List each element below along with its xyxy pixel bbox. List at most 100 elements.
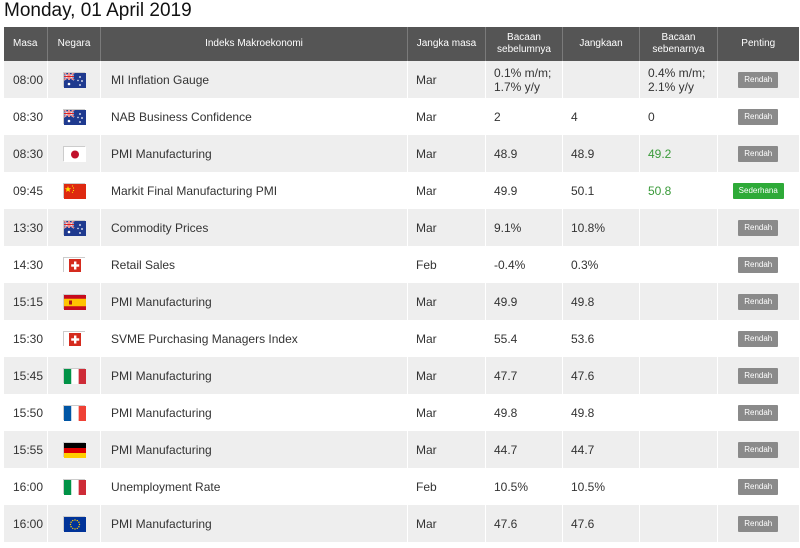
row-actual: 0 bbox=[639, 98, 718, 135]
importance-badge: Rendah bbox=[738, 479, 779, 495]
row-importance: Rendah bbox=[717, 505, 799, 542]
importance-badge: Rendah bbox=[738, 331, 779, 347]
row-actual bbox=[639, 505, 718, 542]
row-country bbox=[47, 61, 101, 98]
eu-flag-icon bbox=[63, 516, 86, 533]
table-row[interactable]: 15:30 SVME Purchasing Managers Index Mar… bbox=[3, 320, 799, 357]
row-indicator-name[interactable]: PMI Manufacturing bbox=[100, 505, 408, 542]
importance-badge: Rendah bbox=[738, 294, 779, 310]
row-period: Mar bbox=[407, 172, 486, 209]
table-row[interactable]: 14:30 Retail Sales Feb -0.4% 0.3% Rendah bbox=[3, 246, 799, 283]
table-row[interactable]: 15:45 PMI Manufacturing Mar 47.7 47.6 Re… bbox=[3, 357, 799, 394]
row-country bbox=[47, 98, 101, 135]
row-forecast: 48.9 bbox=[562, 135, 640, 172]
col-header-time[interactable]: Masa bbox=[3, 27, 48, 61]
row-previous: 9.1% bbox=[485, 209, 563, 246]
row-previous: 10.5% bbox=[485, 468, 563, 505]
row-indicator-name[interactable]: PMI Manufacturing bbox=[100, 357, 408, 394]
row-country bbox=[47, 320, 101, 357]
col-header-country[interactable]: Negara bbox=[47, 27, 101, 61]
row-importance: Rendah bbox=[717, 394, 799, 431]
row-indicator-name[interactable]: Unemployment Rate bbox=[100, 468, 408, 505]
row-period: Mar bbox=[407, 394, 486, 431]
row-forecast: 10.5% bbox=[562, 468, 640, 505]
switzerland-flag-icon bbox=[63, 257, 86, 274]
row-forecast: 50.1 bbox=[562, 172, 640, 209]
row-indicator-name[interactable]: Markit Final Manufacturing PMI bbox=[100, 172, 408, 209]
table-row[interactable]: 13:30 Commodity Prices Mar 9.1% 10.8% Re… bbox=[3, 209, 799, 246]
row-country bbox=[47, 431, 101, 468]
row-actual bbox=[639, 246, 718, 283]
col-header-actual[interactable]: Bacaan sebenarnya bbox=[639, 27, 718, 61]
row-period: Feb bbox=[407, 468, 486, 505]
row-indicator-name[interactable]: NAB Business Confidence bbox=[100, 98, 408, 135]
table-row[interactable]: 09:45 Markit Final Manufacturing PMI Mar… bbox=[3, 172, 799, 209]
germany-flag-icon bbox=[63, 442, 86, 459]
row-country bbox=[47, 468, 101, 505]
table-header-row: Masa Negara Indeks Makroekonomi Jangka m… bbox=[3, 27, 799, 61]
importance-badge: Sederhana bbox=[732, 183, 784, 199]
importance-badge: Rendah bbox=[738, 516, 779, 532]
table-row[interactable]: 08:00 MI Inflation Gauge Mar 0.1% m/m; 1… bbox=[3, 61, 799, 98]
row-previous: 47.7 bbox=[485, 357, 563, 394]
importance-badge: Rendah bbox=[738, 368, 779, 384]
row-actual bbox=[639, 468, 718, 505]
row-previous: 49.9 bbox=[485, 172, 563, 209]
economic-calendar-table: Masa Negara Indeks Makroekonomi Jangka m… bbox=[3, 27, 799, 542]
row-time: 16:00 bbox=[3, 468, 48, 505]
col-header-period[interactable]: Jangka masa bbox=[407, 27, 486, 61]
row-indicator-name[interactable]: PMI Manufacturing bbox=[100, 135, 408, 172]
table-row[interactable]: 08:30 NAB Business Confidence Mar 2 4 0 … bbox=[3, 98, 799, 135]
row-indicator-name[interactable]: MI Inflation Gauge bbox=[100, 61, 408, 98]
table-row[interactable]: 15:15 PMI Manufacturing Mar 49.9 49.8 Re… bbox=[3, 283, 799, 320]
row-time: 15:55 bbox=[3, 431, 48, 468]
row-forecast: 44.7 bbox=[562, 431, 640, 468]
row-previous: 2 bbox=[485, 98, 563, 135]
importance-badge: Rendah bbox=[738, 405, 779, 421]
row-forecast: 47.6 bbox=[562, 357, 640, 394]
australia-flag-icon bbox=[63, 220, 86, 237]
row-actual bbox=[639, 394, 718, 431]
row-previous: 49.9 bbox=[485, 283, 563, 320]
row-period: Mar bbox=[407, 135, 486, 172]
row-importance: Rendah bbox=[717, 246, 799, 283]
row-time: 08:30 bbox=[3, 98, 48, 135]
col-header-indicator[interactable]: Indeks Makroekonomi bbox=[100, 27, 408, 61]
table-row[interactable]: 08:30 PMI Manufacturing Mar 48.9 48.9 49… bbox=[3, 135, 799, 172]
table-row[interactable]: 16:00 Unemployment Rate Feb 10.5% 10.5% … bbox=[3, 468, 799, 505]
row-actual bbox=[639, 209, 718, 246]
row-country bbox=[47, 357, 101, 394]
row-country bbox=[47, 394, 101, 431]
row-actual bbox=[639, 357, 718, 394]
row-time: 08:30 bbox=[3, 135, 48, 172]
row-actual bbox=[639, 283, 718, 320]
row-indicator-name[interactable]: SVME Purchasing Managers Index bbox=[100, 320, 408, 357]
table-row[interactable]: 16:00 PMI Manufacturing Mar 47.6 47.6 Re… bbox=[3, 505, 799, 542]
row-time: 16:00 bbox=[3, 505, 48, 542]
australia-flag-icon bbox=[63, 109, 86, 126]
row-previous: 48.9 bbox=[485, 135, 563, 172]
row-importance: Rendah bbox=[717, 61, 799, 98]
row-indicator-name[interactable]: PMI Manufacturing bbox=[100, 283, 408, 320]
france-flag-icon bbox=[63, 405, 86, 422]
row-indicator-name[interactable]: PMI Manufacturing bbox=[100, 431, 408, 468]
row-indicator-name[interactable]: Commodity Prices bbox=[100, 209, 408, 246]
col-header-forecast[interactable]: Jangkaan bbox=[562, 27, 640, 61]
row-forecast: 49.8 bbox=[562, 394, 640, 431]
row-indicator-name[interactable]: PMI Manufacturing bbox=[100, 394, 408, 431]
col-header-previous[interactable]: Bacaan sebelumnya bbox=[485, 27, 563, 61]
col-header-importance[interactable]: Penting bbox=[717, 27, 799, 61]
row-forecast: 49.8 bbox=[562, 283, 640, 320]
table-row[interactable]: 15:50 PMI Manufacturing Mar 49.8 49.8 Re… bbox=[3, 394, 799, 431]
row-period: Feb bbox=[407, 246, 486, 283]
row-time: 15:45 bbox=[3, 357, 48, 394]
row-importance: Rendah bbox=[717, 135, 799, 172]
row-previous: 49.8 bbox=[485, 394, 563, 431]
row-time: 08:00 bbox=[3, 61, 48, 98]
italy-flag-icon bbox=[63, 368, 86, 385]
row-indicator-name[interactable]: Retail Sales bbox=[100, 246, 408, 283]
table-row[interactable]: 15:55 PMI Manufacturing Mar 44.7 44.7 Re… bbox=[3, 431, 799, 468]
row-period: Mar bbox=[407, 431, 486, 468]
row-time: 15:15 bbox=[3, 283, 48, 320]
australia-flag-icon bbox=[63, 72, 86, 89]
